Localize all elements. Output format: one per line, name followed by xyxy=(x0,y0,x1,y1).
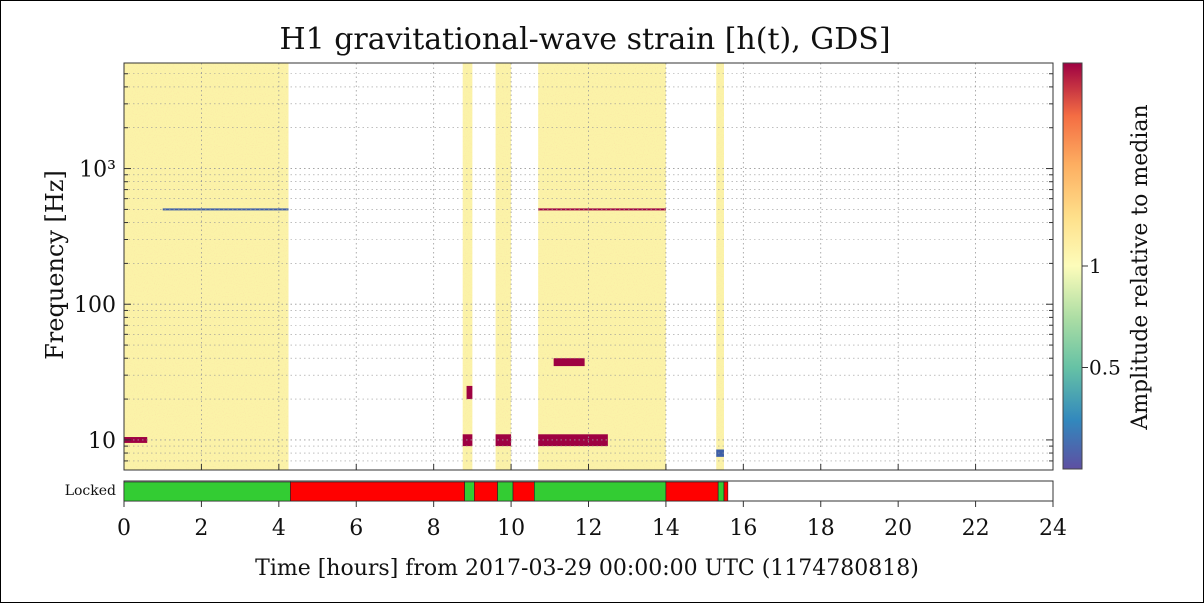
colorbar-label: Amplitude relative to median xyxy=(1128,104,1153,430)
state-segment-off xyxy=(474,481,498,502)
y-tick-label: 100 xyxy=(74,293,116,318)
y-axis-ticks: 10 100 10³ xyxy=(74,73,1053,462)
spectrogram-feature xyxy=(124,437,148,443)
x-tick-label: 6 xyxy=(349,516,363,541)
data-segment-texture xyxy=(495,63,512,470)
colorbar: 0.51 xyxy=(1062,62,1121,470)
state-segment-on xyxy=(464,481,475,502)
state-segment-on xyxy=(497,481,514,502)
colorbar-tick-label: 0.5 xyxy=(1089,356,1121,380)
spectrogram-plot-area: 10 100 10³ xyxy=(74,62,1054,471)
state-bar-label: Locked xyxy=(65,483,116,499)
spectrogram-feature xyxy=(553,358,585,367)
state-segment-off xyxy=(723,481,729,502)
x-tick-label: 10 xyxy=(497,516,525,541)
data-segment-texture xyxy=(538,63,666,470)
x-tick-label: 12 xyxy=(575,516,603,541)
x-tick-label: 20 xyxy=(884,516,912,541)
colorbar-gradient xyxy=(1062,62,1083,470)
x-tick-label: 18 xyxy=(807,516,835,541)
state-segment-on xyxy=(123,481,291,502)
state-segment-off xyxy=(512,481,535,502)
x-tick-label: 16 xyxy=(729,516,757,541)
spectrogram-feature xyxy=(162,208,289,211)
y-axis-label: Frequency [Hz] xyxy=(41,170,69,360)
data-segment-texture xyxy=(462,63,473,470)
spectrogram-feature xyxy=(716,449,724,457)
state-segment-off xyxy=(665,481,719,502)
x-axis-label: Time [hours] from 2017-03-29 00:00:00 UT… xyxy=(255,556,919,581)
y-tick-label: 10 xyxy=(88,429,116,454)
x-tick-label: 14 xyxy=(652,516,680,541)
state-segment-off xyxy=(290,481,465,502)
spectrogram-feature xyxy=(466,385,473,400)
spectrogram-feature xyxy=(462,434,473,447)
locked-state-bar xyxy=(123,480,1054,502)
x-tick-label: 4 xyxy=(272,516,286,541)
grid-lines xyxy=(124,63,1053,470)
x-tick-label: 22 xyxy=(962,516,990,541)
state-segment-on xyxy=(534,481,667,502)
data-segment-texture xyxy=(716,63,724,470)
x-axis-ticks: 0 2 4 6 8 10 12 14 16 18 20 22 24 xyxy=(117,464,1067,541)
data-segment-texture xyxy=(124,63,289,470)
y-tick-label: 10³ xyxy=(79,158,116,183)
state-segment-on xyxy=(717,481,725,502)
x-tick-label: 2 xyxy=(194,516,208,541)
chart-title: H1 gravitational-wave strain [h(t), GDS] xyxy=(279,22,890,57)
x-tick-label: 0 xyxy=(117,516,131,541)
colorbar-tick-label: 1 xyxy=(1089,254,1102,278)
spectrogram-feature xyxy=(538,434,608,447)
x-tick-label: 8 xyxy=(427,516,441,541)
x-tick-label: 24 xyxy=(1039,516,1067,541)
